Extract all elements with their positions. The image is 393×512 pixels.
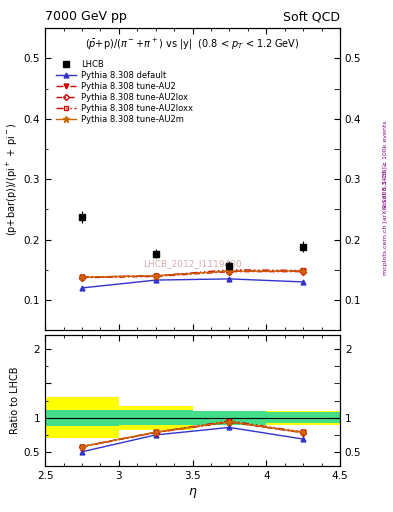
Pythia 8.308 tune-AU2lox xyxy=(301,269,305,275)
Legend: LHCB, Pythia 8.308 default, Pythia 8.308 tune-AU2, Pythia 8.308 tune-AU2lox, Pyt: LHCB, Pythia 8.308 default, Pythia 8.308… xyxy=(52,56,196,127)
Pythia 8.308 tune-AU2m xyxy=(153,273,158,279)
Y-axis label: Ratio to LHCB: Ratio to LHCB xyxy=(10,367,20,434)
Pythia 8.308 default xyxy=(301,279,305,285)
Pythia 8.308 tune-AU2lox xyxy=(153,273,158,280)
Pythia 8.308 tune-AU2loxx xyxy=(227,267,232,273)
Pythia 8.308 tune-AU2m xyxy=(227,268,232,274)
Line: Pythia 8.308 tune-AU2lox: Pythia 8.308 tune-AU2lox xyxy=(80,269,305,280)
Pythia 8.308 tune-AU2 xyxy=(301,268,305,274)
Line: Pythia 8.308 tune-AU2: Pythia 8.308 tune-AU2 xyxy=(80,269,305,280)
Pythia 8.308 tune-AU2m xyxy=(80,274,84,280)
Pythia 8.308 tune-AU2 xyxy=(153,273,158,279)
Text: mcplots.cern.ch [arXiv:1306.3436]: mcplots.cern.ch [arXiv:1306.3436] xyxy=(383,166,388,274)
X-axis label: $\eta$: $\eta$ xyxy=(188,486,197,500)
Line: Pythia 8.308 default: Pythia 8.308 default xyxy=(80,276,305,290)
Y-axis label: (p+bar(p))/(pi$^+$ + pi$^-$): (p+bar(p))/(pi$^+$ + pi$^-$) xyxy=(5,122,20,236)
Pythia 8.308 tune-AU2loxx xyxy=(80,274,84,280)
Text: Rivet 3.1.10, ≥ 100k events: Rivet 3.1.10, ≥ 100k events xyxy=(383,120,388,208)
Pythia 8.308 tune-AU2loxx xyxy=(153,273,158,279)
Pythia 8.308 tune-AU2lox xyxy=(80,274,84,281)
Pythia 8.308 tune-AU2m xyxy=(301,268,305,274)
Pythia 8.308 default xyxy=(80,285,84,291)
Text: Soft QCD: Soft QCD xyxy=(283,10,340,23)
Line: Pythia 8.308 tune-AU2loxx: Pythia 8.308 tune-AU2loxx xyxy=(80,268,305,279)
Line: Pythia 8.308 tune-AU2m: Pythia 8.308 tune-AU2m xyxy=(79,268,306,280)
Pythia 8.308 tune-AU2 xyxy=(227,268,232,274)
Pythia 8.308 tune-AU2loxx xyxy=(301,267,305,273)
Pythia 8.308 default xyxy=(227,276,232,282)
Text: LHCB_2012_I1119400: LHCB_2012_I1119400 xyxy=(143,259,242,268)
Pythia 8.308 default xyxy=(153,277,158,283)
Text: ($\bar{p}$+p)/($\pi^-$+$\pi^+$) vs |y|  (0.8 < $p_T$ < 1.2 GeV): ($\bar{p}$+p)/($\pi^-$+$\pi^+$) vs |y| (… xyxy=(85,37,300,52)
Pythia 8.308 tune-AU2 xyxy=(80,274,84,280)
Pythia 8.308 tune-AU2lox xyxy=(227,269,232,275)
Text: 7000 GeV pp: 7000 GeV pp xyxy=(45,10,127,23)
